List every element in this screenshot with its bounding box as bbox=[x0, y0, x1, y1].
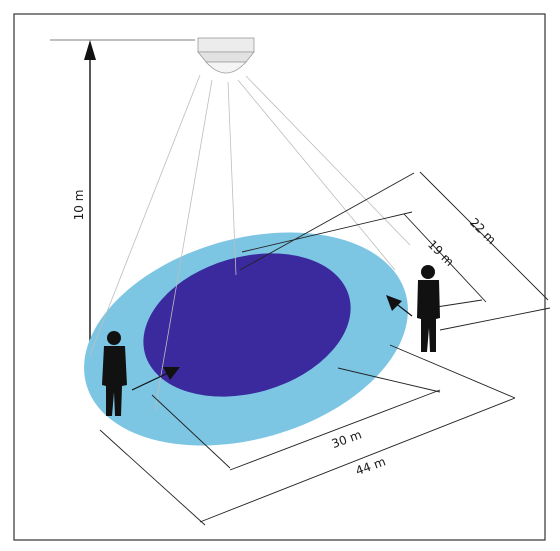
diagram-frame bbox=[13, 13, 546, 541]
arrow-left-icon bbox=[386, 295, 402, 311]
height-dimension-label: 10 m bbox=[72, 190, 86, 221]
outer-length-line bbox=[199, 397, 516, 523]
cone-line bbox=[237, 79, 396, 271]
length-dimension-lines bbox=[99, 344, 516, 526]
extension-line bbox=[241, 211, 413, 253]
inner-length-label: 30 m bbox=[330, 427, 364, 451]
ceiling-sensor-icon bbox=[197, 37, 255, 74]
inner-length-line bbox=[229, 389, 441, 471]
inner-width-label: 19 m bbox=[425, 237, 457, 269]
detection-cone bbox=[89, 74, 411, 411]
outer-width-label: 22 m bbox=[467, 215, 499, 247]
inner-detection-zone bbox=[143, 253, 351, 397]
arrow-up-icon bbox=[84, 40, 96, 60]
extension-line bbox=[99, 429, 206, 526]
extension-line bbox=[337, 367, 441, 393]
movement-arrow-right bbox=[386, 295, 413, 317]
cone-line bbox=[227, 81, 237, 276]
extension-line bbox=[439, 307, 551, 331]
extension-line bbox=[239, 172, 415, 271]
extension-line bbox=[151, 394, 231, 469]
inner-width-line bbox=[403, 213, 487, 303]
outer-length-label: 44 m bbox=[354, 454, 388, 478]
outer-width-line bbox=[419, 171, 549, 301]
person-right-icon bbox=[417, 265, 440, 352]
cone-line bbox=[154, 79, 213, 411]
cone-line bbox=[245, 75, 411, 246]
person-left-icon bbox=[102, 331, 127, 416]
movement-arrow-left bbox=[131, 367, 180, 391]
arrow-right-icon bbox=[163, 367, 180, 380]
cone-line bbox=[89, 74, 201, 356]
height-dimension: 10 m bbox=[72, 40, 96, 345]
extension-line bbox=[389, 344, 516, 399]
